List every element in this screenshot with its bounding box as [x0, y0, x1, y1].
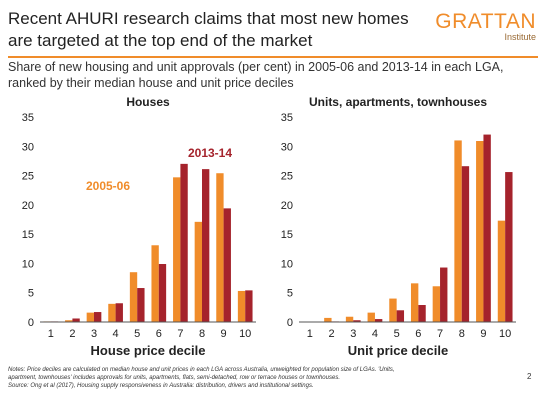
y-tick-label: 15	[22, 229, 34, 241]
bar-2005-06-2	[324, 317, 332, 322]
notes-line: apartment, townhouses' includes approval…	[8, 375, 340, 381]
bar-2013-14-3	[353, 320, 361, 322]
title-rule	[8, 56, 538, 58]
x-tick-label: 7	[437, 328, 443, 340]
bar-2005-06-4	[367, 312, 375, 322]
panel-title: Units, apartments, townhouses	[309, 95, 487, 109]
y-tick-label: 10	[22, 258, 34, 270]
bar-2005-06-5	[389, 298, 397, 322]
logo-sub: Institute	[504, 32, 536, 42]
x-tick-label: 5	[394, 328, 400, 340]
x-tick-label: 3	[350, 328, 356, 340]
y-tick-label: 30	[22, 141, 34, 153]
bar-2013-14-5	[137, 288, 145, 322]
bar-2005-06-8	[454, 140, 462, 322]
bar-2005-06-6	[151, 245, 159, 322]
y-tick-label: 35	[22, 112, 34, 124]
bar-2005-06-10	[497, 220, 506, 322]
x-tick-label: 5	[134, 328, 140, 340]
bar-2013-14-7	[180, 163, 188, 322]
bar-2005-06-8	[194, 221, 202, 322]
series-label-2013: 2013-14	[188, 146, 232, 160]
bar-2013-14-8	[461, 166, 470, 322]
series-label-2005: 2005-06	[86, 179, 130, 193]
bar-2013-14-9	[483, 134, 491, 322]
x-tick-label: 6	[156, 328, 162, 340]
y-tick-label: 20	[22, 200, 34, 212]
x-tick-label: 2	[328, 328, 334, 340]
x-axis-title: Unit price decile	[348, 343, 448, 358]
notes: Notes: Price deciles are calculated on m…	[8, 366, 508, 390]
bar-2005-06-10	[237, 290, 246, 322]
bar-2013-14-4	[374, 319, 383, 322]
bar-2013-14-2	[72, 318, 80, 322]
bar-2013-14-4	[115, 303, 123, 322]
bar-2013-14-6	[418, 305, 426, 322]
x-tick-label: 8	[199, 328, 205, 340]
y-tick-label: 35	[281, 112, 293, 124]
y-tick-label: 5	[28, 288, 34, 300]
y-tick-label: 20	[281, 200, 293, 212]
bar-2013-14-10	[505, 172, 513, 322]
bar-2005-06-4	[108, 303, 116, 322]
x-tick-label: 7	[177, 328, 183, 340]
page-number: 2	[527, 372, 532, 381]
bar-2005-06-6	[410, 283, 419, 322]
x-tick-label: 10	[499, 328, 511, 340]
x-tick-label: 9	[221, 328, 227, 340]
bar-2005-06-7	[173, 177, 181, 322]
bar-2005-06-5	[129, 272, 138, 322]
slide-title: Recent AHURI research claims that most n…	[8, 9, 409, 50]
y-tick-label: 5	[287, 288, 293, 300]
bar-2013-14-7	[440, 267, 448, 322]
y-tick-label: 25	[22, 171, 34, 183]
y-tick-label: 25	[281, 171, 293, 183]
bar-2005-06-2	[65, 320, 73, 322]
logo-name: GRATTAN	[435, 10, 536, 33]
x-tick-label: 9	[480, 328, 486, 340]
x-tick-label: 4	[372, 328, 378, 340]
notes-line: Notes: Price deciles are calculated on m…	[8, 367, 395, 373]
x-tick-label: 8	[459, 328, 465, 340]
y-tick-label: 30	[281, 141, 293, 153]
y-tick-label: 0	[287, 317, 293, 329]
bar-2005-06-7	[432, 286, 441, 322]
y-tick-label: 0	[28, 317, 34, 329]
bar-2013-14-3	[94, 312, 102, 322]
x-tick-label: 3	[91, 328, 97, 340]
x-tick-label: 10	[239, 328, 251, 340]
x-tick-label: 1	[307, 328, 313, 340]
bar-2013-14-9	[223, 208, 231, 322]
panel-title: Houses	[126, 95, 170, 109]
x-tick-label: 1	[48, 328, 54, 340]
grattan-logo: GRATTAN Institute	[418, 10, 536, 42]
bar-2013-14-10	[245, 290, 253, 322]
bar-2005-06-3	[86, 312, 94, 322]
bar-2005-06-3	[345, 316, 354, 322]
x-tick-label: 4	[113, 328, 119, 340]
x-tick-label: 2	[69, 328, 75, 340]
y-tick-label: 15	[281, 229, 293, 241]
x-tick-label: 6	[415, 328, 421, 340]
slide-subtitle: Share of new housing and unit approvals …	[8, 60, 504, 90]
bar-2005-06-9	[476, 141, 484, 322]
y-tick-label: 10	[281, 258, 293, 270]
bar-2013-14-6	[158, 264, 167, 322]
source-line: Source: Ong et al (2017), Housing supply…	[8, 383, 314, 389]
bar-2013-14-8	[202, 169, 210, 322]
bar-2005-06-9	[216, 173, 224, 322]
bar-2013-14-5	[396, 310, 405, 322]
x-axis-title: House price decile	[91, 343, 206, 358]
